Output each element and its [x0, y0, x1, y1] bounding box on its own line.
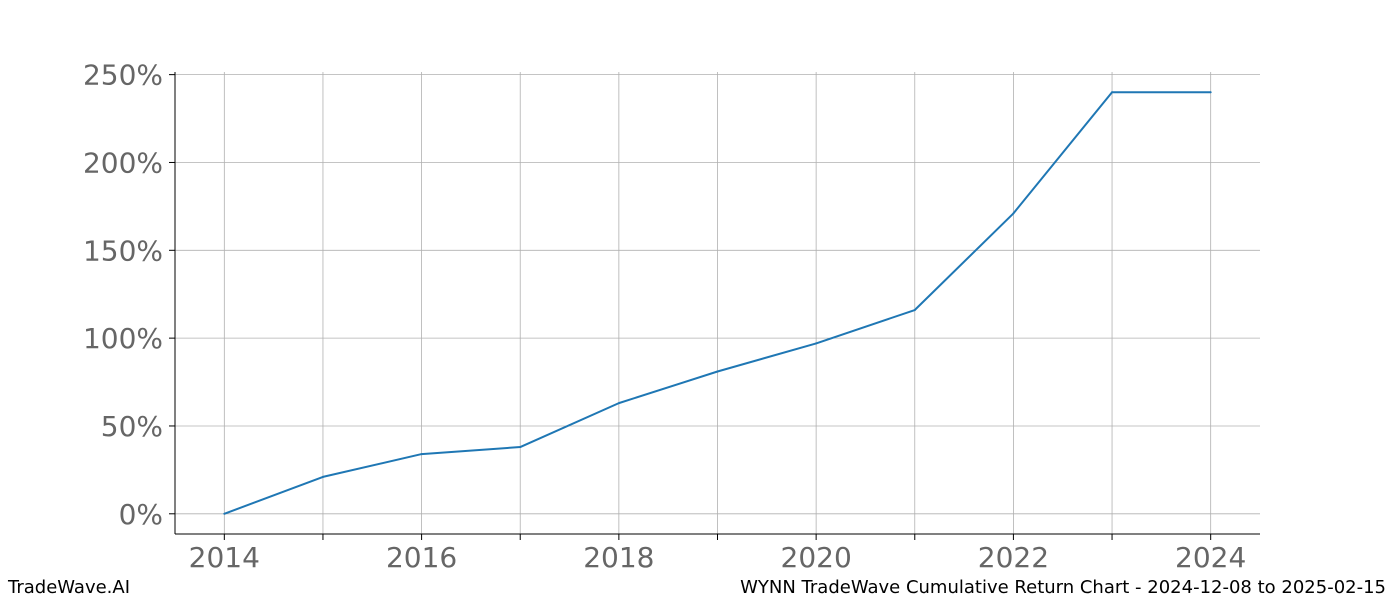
data-point: [716, 370, 719, 373]
data-point: [420, 453, 423, 456]
data-point: [617, 402, 620, 405]
x-tick-label: 2018: [583, 541, 654, 574]
y-tick-label: 200%: [83, 146, 163, 179]
data-point: [223, 512, 226, 515]
y-tick-label: 50%: [101, 410, 163, 443]
y-tick-label: 250%: [83, 59, 163, 92]
data-point: [815, 342, 818, 345]
data-point: [519, 446, 522, 449]
y-tick-label: 0%: [119, 498, 163, 531]
x-tick-label: 2024: [1175, 541, 1246, 574]
data-point: [1012, 212, 1015, 215]
data-point: [913, 309, 916, 312]
axes: [169, 72, 1260, 540]
brand-label: TradeWave.AI: [8, 577, 131, 598]
x-tick-label: 2022: [978, 541, 1049, 574]
tick-labels: 0% 50% 100% 150% 200% 250% 2014 2016 2018 2020 202…: [83, 59, 1246, 574]
data-point: [1209, 91, 1212, 94]
grid: [175, 72, 1260, 534]
y-tick-label: 150%: [83, 234, 163, 267]
y-tick-label: 100%: [83, 322, 163, 355]
data-point: [321, 475, 324, 478]
x-tick-label: 2014: [189, 541, 260, 574]
x-tick-label: 2016: [386, 541, 457, 574]
series-layer: [223, 91, 1212, 515]
x-tick-label: 2020: [781, 541, 852, 574]
chart-caption: WYNN TradeWave Cumulative Return Chart -…: [740, 577, 1386, 598]
data-point: [1111, 91, 1114, 94]
